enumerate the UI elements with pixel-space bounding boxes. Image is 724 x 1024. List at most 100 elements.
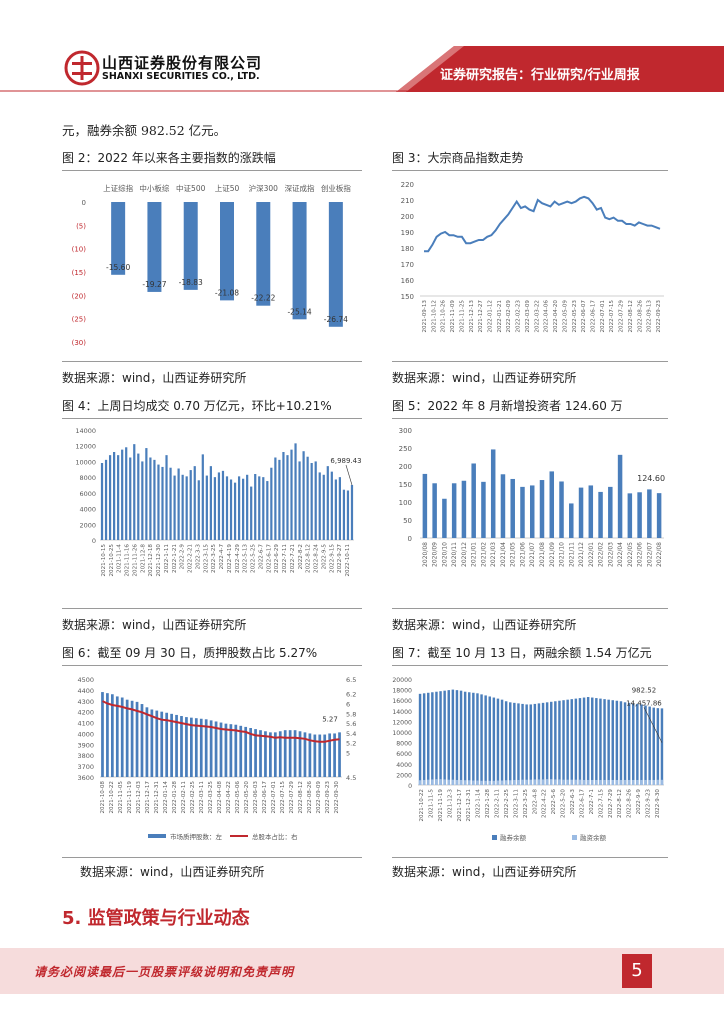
lending-balance-bar <box>611 779 614 785</box>
x-tick-label: 2022-4-8 <box>532 789 538 815</box>
figure-6-bottom-rule <box>62 857 362 858</box>
turnover-bar <box>298 461 301 540</box>
figure-2-source: 数据来源：wind，山西证券研究所 <box>62 371 247 385</box>
y-tick-label: (25) <box>72 316 87 324</box>
turnover-bar <box>342 489 346 540</box>
x-tick-label: 2022-05-23 <box>572 300 578 333</box>
x-tick-label: 2021-09-13 <box>422 300 428 333</box>
x-tick-label: 2022-01-12 <box>488 300 494 333</box>
legend-label: 融资余额 <box>580 833 607 842</box>
financing-balance-bar <box>468 692 471 785</box>
pledged-shares-bar <box>303 732 307 777</box>
lending-balance-bar <box>500 780 504 785</box>
x-tick-label: 2022-4-22 <box>542 789 548 818</box>
figure-5-top-rule <box>392 418 668 419</box>
turnover-bar <box>137 453 140 540</box>
x-tick-label: 2021-11-05 <box>118 781 124 814</box>
x-tick-label: 2022-04-06 <box>544 300 550 333</box>
turnover-bar <box>121 449 124 540</box>
financing-balance-bar <box>582 697 586 785</box>
investor-bar-2021/04 <box>500 474 506 538</box>
x-tick-label: 2022-7-11 <box>282 544 288 573</box>
financing-balance-bar <box>545 702 549 785</box>
financing-balance-bar <box>599 698 602 785</box>
data-label: -22.22 <box>251 294 275 303</box>
pledged-shares-bar <box>101 692 104 777</box>
x-tick-label: 2022-5-6 <box>551 789 557 815</box>
financing-balance-bar <box>562 700 565 785</box>
lending-balance-bar <box>529 779 532 785</box>
pledged-shares-bar <box>259 730 262 777</box>
x-tick-label: 2021-12-03 <box>136 781 142 814</box>
y-tick-label: 0 <box>408 783 412 790</box>
x-tick-label: 2022-07-15 <box>280 781 286 814</box>
lending-balance-bar <box>484 780 487 785</box>
x-tick-label: 2021-10-26 <box>441 300 447 333</box>
page-header: 山西证券股份有限公司 SHANXI SECURITIES CO., LTD. 证… <box>0 0 724 92</box>
financing-balance-bar <box>504 701 508 785</box>
turnover-bar <box>286 455 289 540</box>
pledged-shares-bar <box>278 731 282 777</box>
x-tick-label: 2022-07-15 <box>609 300 615 333</box>
investor-bar-2022/01 <box>588 485 594 538</box>
pledged-shares-bar <box>180 716 183 777</box>
commodity-index-line <box>424 195 661 253</box>
x-tick-label: 2022-8-2 <box>298 544 304 569</box>
legend-label: 总股本占比：右 <box>252 832 298 841</box>
y-right-tick-label: 5.8 <box>346 710 356 718</box>
turnover-bar <box>141 461 144 540</box>
lending-balance-bar <box>652 779 655 785</box>
financing-balance-bar <box>627 702 631 785</box>
bar-上证50 <box>220 202 234 301</box>
turnover-bar <box>334 479 337 540</box>
intro-text: 元，融券余额 982.52 亿元。 <box>62 123 227 138</box>
lending-balance-bar <box>578 779 582 785</box>
x-tick-label: 2022-1-21 <box>172 544 178 573</box>
y-left-tick-label: 3900 <box>77 741 94 749</box>
x-tick-label: 2021-12-13 <box>469 300 475 333</box>
pledged-shares-bar <box>333 733 336 777</box>
x-tick-label: 2022-8-26 <box>627 789 633 818</box>
x-tick-label: 2022-9-27 <box>337 544 343 573</box>
financing-balance-bar <box>484 695 487 785</box>
pledged-shares-bar <box>338 732 341 777</box>
x-tick-label: 2021-10-15 <box>101 544 107 577</box>
x-tick-label: 2022-7-29 <box>608 789 614 818</box>
financing-balance-bar <box>623 702 627 785</box>
bar-中证500 <box>183 202 198 290</box>
lending-balance-bar <box>582 779 586 785</box>
pledged-shares-bar <box>224 723 228 777</box>
financing-balance-bar <box>513 702 516 785</box>
figure-6-title: 图 6：截至 09 月 30 日，质押股数占比 5.27% <box>62 646 318 660</box>
pledged-shares-bar <box>160 711 164 777</box>
x-tick-label: 2022-9-9 <box>636 789 642 815</box>
pledged-shares-bar <box>170 713 173 777</box>
lending-balance-bar <box>558 779 561 785</box>
turnover-bar <box>250 486 253 540</box>
y-tick-label: 12000 <box>392 719 412 726</box>
y-tick-label: (5) <box>76 222 86 230</box>
x-tick-label: 2022/06 <box>637 542 644 567</box>
x-tick-label: 2022-5-25 <box>251 544 257 573</box>
header-banner <box>0 46 724 92</box>
x-tick-label: 2022-7-15 <box>598 789 604 818</box>
financing-balance-bar <box>537 703 541 785</box>
x-tick-label: 2022-06-17 <box>262 781 268 814</box>
y-tick-label: 190 <box>401 229 414 237</box>
x-tick-label: 2022-06-07 <box>581 300 587 333</box>
turnover-bar <box>189 470 192 540</box>
figure-4-title: 图 4：上周日均成交 0.70 万亿元，环比+10.21% <box>62 399 332 413</box>
pledged-shares-bar <box>234 724 238 777</box>
x-tick-label: 2022-02-11 <box>181 781 187 814</box>
x-tick-label: 2021/11 <box>568 542 575 567</box>
lending-balance-bar <box>562 779 565 785</box>
financing-balance-bar <box>632 703 635 785</box>
lending-balance-bar <box>513 779 516 785</box>
figure-5-source: 数据来源：wind，山西证券研究所 <box>392 618 577 632</box>
pledged-shares-bar <box>155 710 159 777</box>
x-tick-label: 2022-05-09 <box>562 300 568 333</box>
financing-balance-bar <box>435 691 438 785</box>
x-tick-label: 2022-2-9 <box>180 544 186 570</box>
x-tick-label: 2021-11-26 <box>132 544 138 577</box>
